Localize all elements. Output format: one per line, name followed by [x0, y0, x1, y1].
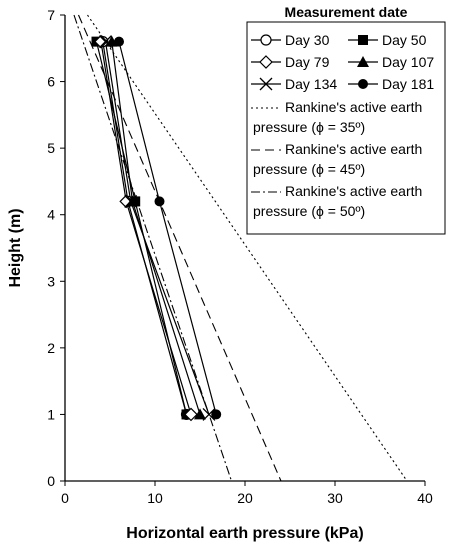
data-point-day-107-1	[126, 195, 139, 207]
legend-marker-day-50	[358, 35, 368, 45]
legend-label-day-107: Day 107	[382, 54, 434, 70]
x-tick-label: 30	[327, 490, 343, 506]
legend-title: Measurement date	[285, 4, 408, 20]
legend-label-day-50: Day 50	[382, 32, 427, 48]
data-point-day-181-0	[114, 36, 124, 47]
legend-label-day-30: Day 30	[285, 32, 330, 48]
series-line-day-181	[118, 41, 217, 415]
y-tick-label: 2	[47, 340, 55, 356]
y-tick-label: 4	[47, 207, 55, 223]
legend: Measurement date Day 30 Day 50 Day 79 Day 1…	[246, 4, 446, 235]
data-point-day-134-0	[99, 35, 112, 49]
legend-label-rankine-s-active-earth-pressure-45: Rankine's active earth pressure (ϕ = 45º)	[253, 141, 422, 177]
data-point-day-79-2	[184, 407, 198, 422]
legend-label-rankine-s-active-earth-pressure-50: Rankine's active earth pressure (ϕ = 50º)	[253, 183, 422, 219]
plot-markers	[91, 34, 222, 422]
legend-marker-day-107	[357, 56, 369, 67]
legend-marker-day-30	[260, 34, 272, 46]
data-point-day-107-2	[194, 408, 206, 420]
y-tick-label: 0	[47, 473, 55, 489]
legend-label-day-134: Day 134	[285, 76, 337, 92]
series-line-day-134	[104, 41, 210, 415]
legend-marker-day-134	[259, 77, 273, 91]
legend-marker-day-79	[259, 55, 273, 69]
y-tick-label: 3	[47, 273, 55, 289]
y-tick-label: 7	[47, 7, 55, 23]
legend-label-day-79: Day 79	[285, 54, 330, 70]
series-line-rankine-s-active-earth-pressure-45	[77, 14, 282, 482]
legend-label-rankine-s-active-earth-pressure-35: Rankine's active earth pressure (ϕ = 35º)	[253, 99, 422, 135]
x-axis-title: Horizontal earth pressure (kPa)	[126, 525, 363, 542]
x-tick-label: 0	[61, 490, 69, 506]
y-tick-label: 1	[47, 406, 55, 422]
data-point-day-181-1	[154, 196, 165, 207]
series-line-rankine-s-active-earth-pressure-35	[87, 14, 408, 482]
data-point-day-79-0	[94, 34, 108, 49]
series-line-rankine-s-active-earth-pressure-50	[73, 14, 233, 482]
y-axis-title: Height (m)	[7, 208, 24, 287]
legend-label-day-181: Day 181	[382, 76, 434, 92]
y-tick-label: 5	[47, 140, 55, 156]
series-line-day-107	[111, 41, 201, 415]
y-tick-label: 6	[47, 74, 55, 90]
data-point-day-134-1	[124, 194, 138, 208]
x-tick-label: 40	[417, 490, 433, 506]
legend-marker-day-181	[358, 79, 368, 89]
data-point-day-181-2	[211, 409, 222, 420]
data-point-day-134-2	[202, 407, 216, 421]
axes: 0 10 20 30 40 0 1 2 3 4 5 6 7	[47, 7, 433, 506]
legend-box	[246, 21, 446, 235]
x-tick-label: 10	[147, 490, 163, 506]
x-tick-label: 20	[237, 490, 253, 506]
